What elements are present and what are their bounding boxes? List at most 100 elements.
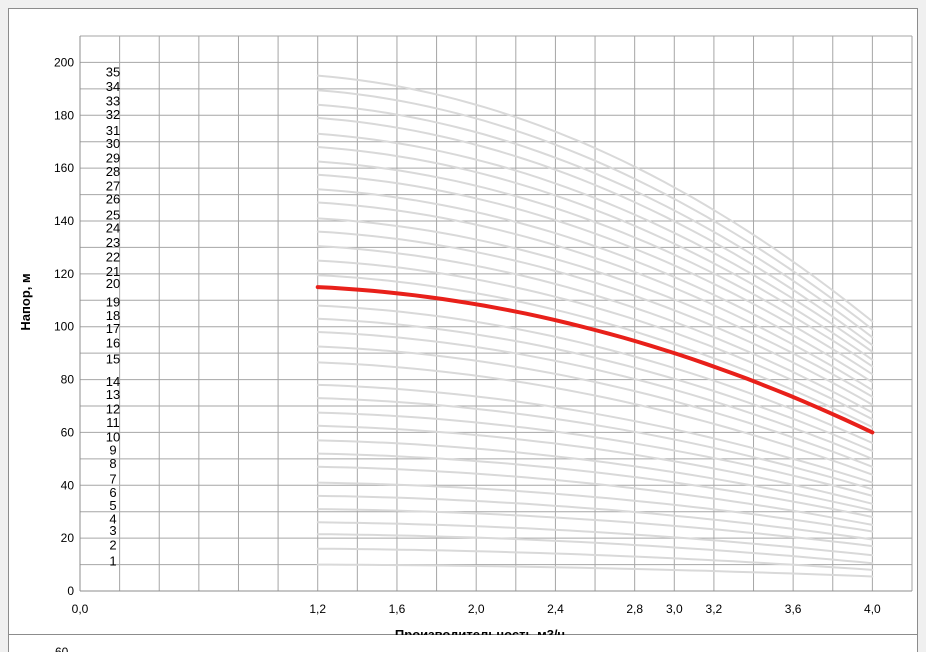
- series-label: 18: [106, 308, 120, 323]
- series-line: [316, 547, 874, 571]
- series-line: [316, 521, 874, 557]
- series-label: 12: [106, 402, 120, 417]
- y-tick-label: 100: [54, 320, 74, 334]
- series-label: 6: [109, 485, 116, 500]
- series-line: [316, 74, 874, 323]
- y-tick-label: 180: [54, 108, 74, 122]
- series-line: [316, 411, 874, 497]
- series-label: 5: [109, 498, 116, 513]
- series-line: [316, 274, 874, 429]
- y-tick-label: 160: [54, 161, 74, 175]
- x-tick-label: 3,0: [666, 602, 683, 616]
- series-line: [316, 173, 874, 376]
- series-line: [316, 465, 874, 526]
- series-label: 23: [106, 235, 120, 250]
- x-tick-label: 4,0: [864, 602, 881, 616]
- series-line: [316, 116, 874, 347]
- y-tick-label: 20: [61, 531, 75, 545]
- series-label: 17: [106, 321, 120, 336]
- series-line: [316, 304, 874, 444]
- footer-partial-text: 60: [55, 645, 69, 652]
- y-tick-label: 140: [54, 214, 74, 228]
- series-label: 32: [106, 107, 120, 122]
- x-tick-label: 0,0: [72, 602, 89, 616]
- series-label: 8: [109, 456, 116, 471]
- y-tick-label: 60: [61, 425, 75, 439]
- series-line: [316, 217, 874, 398]
- series-label: 21: [106, 264, 120, 279]
- series-line: [316, 397, 874, 491]
- x-tick-label: 2,8: [626, 602, 643, 616]
- series-line-highlighted: [315, 285, 875, 435]
- x-tick-label: 2,4: [547, 602, 564, 616]
- y-tick-label: 40: [61, 478, 75, 492]
- chart-frame: 0 20 40 60 80 100 120 140 160 180 200 0,0 1,2 1,6 2,0 2…: [8, 8, 918, 636]
- y-tick-label: 200: [54, 55, 74, 69]
- series-line: [316, 132, 874, 353]
- y-tick-label: 0: [67, 584, 74, 598]
- series-label: 4: [109, 511, 116, 526]
- series-label: 7: [109, 472, 116, 487]
- series-line: [316, 245, 874, 414]
- series-line: [316, 452, 874, 518]
- y-tick-label: 80: [61, 373, 75, 387]
- series-label: 14: [106, 374, 120, 389]
- series-label: 22: [106, 250, 120, 265]
- series-line: [316, 89, 874, 331]
- series-line: [316, 345, 874, 468]
- bottom-strip: 60: [8, 635, 918, 652]
- axes: [79, 36, 912, 592]
- series-line: [316, 563, 874, 578]
- series-line: [316, 481, 874, 533]
- series-label: 1: [109, 554, 116, 569]
- y-tick-label: 120: [54, 267, 74, 281]
- series-line: [316, 201, 874, 392]
- series-label: 24: [106, 221, 120, 236]
- series-label: 28: [106, 164, 120, 179]
- series-line: [316, 160, 874, 368]
- x-axis-title: Производительность,м3/ч: [395, 627, 565, 636]
- x-tick-label: 3,2: [706, 602, 723, 616]
- series-label: 30: [106, 136, 120, 151]
- series-label: 2: [109, 538, 116, 553]
- series-line: [316, 331, 874, 460]
- series-line: [316, 146, 874, 361]
- series-label: 31: [106, 123, 120, 138]
- series-label: 29: [106, 151, 120, 166]
- curves: [315, 74, 875, 578]
- x-tick-label: 1,6: [389, 602, 406, 616]
- series-label: 33: [106, 94, 120, 109]
- series-line: [316, 424, 874, 505]
- series-line: [316, 533, 874, 565]
- series-label: 15: [106, 351, 120, 366]
- x-tick-label: 1,2: [309, 602, 326, 616]
- series-line: [316, 188, 874, 384]
- x-tick-label: 2,0: [468, 602, 485, 616]
- series-label: 25: [106, 207, 120, 222]
- series-label: 20: [106, 276, 120, 291]
- grid: [80, 35, 913, 591]
- series-label: 35: [106, 65, 120, 80]
- series-line: [316, 383, 874, 484]
- series-line: [316, 508, 874, 548]
- series-line: [316, 361, 874, 476]
- series-line: [316, 259, 874, 421]
- series-line: [316, 103, 874, 339]
- series-label: 9: [109, 443, 116, 458]
- series-line: [316, 439, 874, 512]
- series-label: 16: [106, 336, 120, 351]
- series-label: 26: [106, 192, 120, 207]
- series-label: 19: [106, 295, 120, 310]
- series-label: 10: [106, 429, 120, 444]
- series-label: 13: [106, 387, 120, 402]
- series-line: [316, 494, 874, 541]
- curve-labels: 1234567891011121314151617181921222324252…: [106, 65, 120, 569]
- y-axis-title: Напор, м: [18, 273, 33, 330]
- series-label: 27: [106, 178, 120, 193]
- x-tick-label: 3,6: [785, 602, 802, 616]
- series-line: [316, 317, 874, 452]
- series-label: 34: [106, 79, 120, 94]
- series-label: 11: [106, 415, 120, 430]
